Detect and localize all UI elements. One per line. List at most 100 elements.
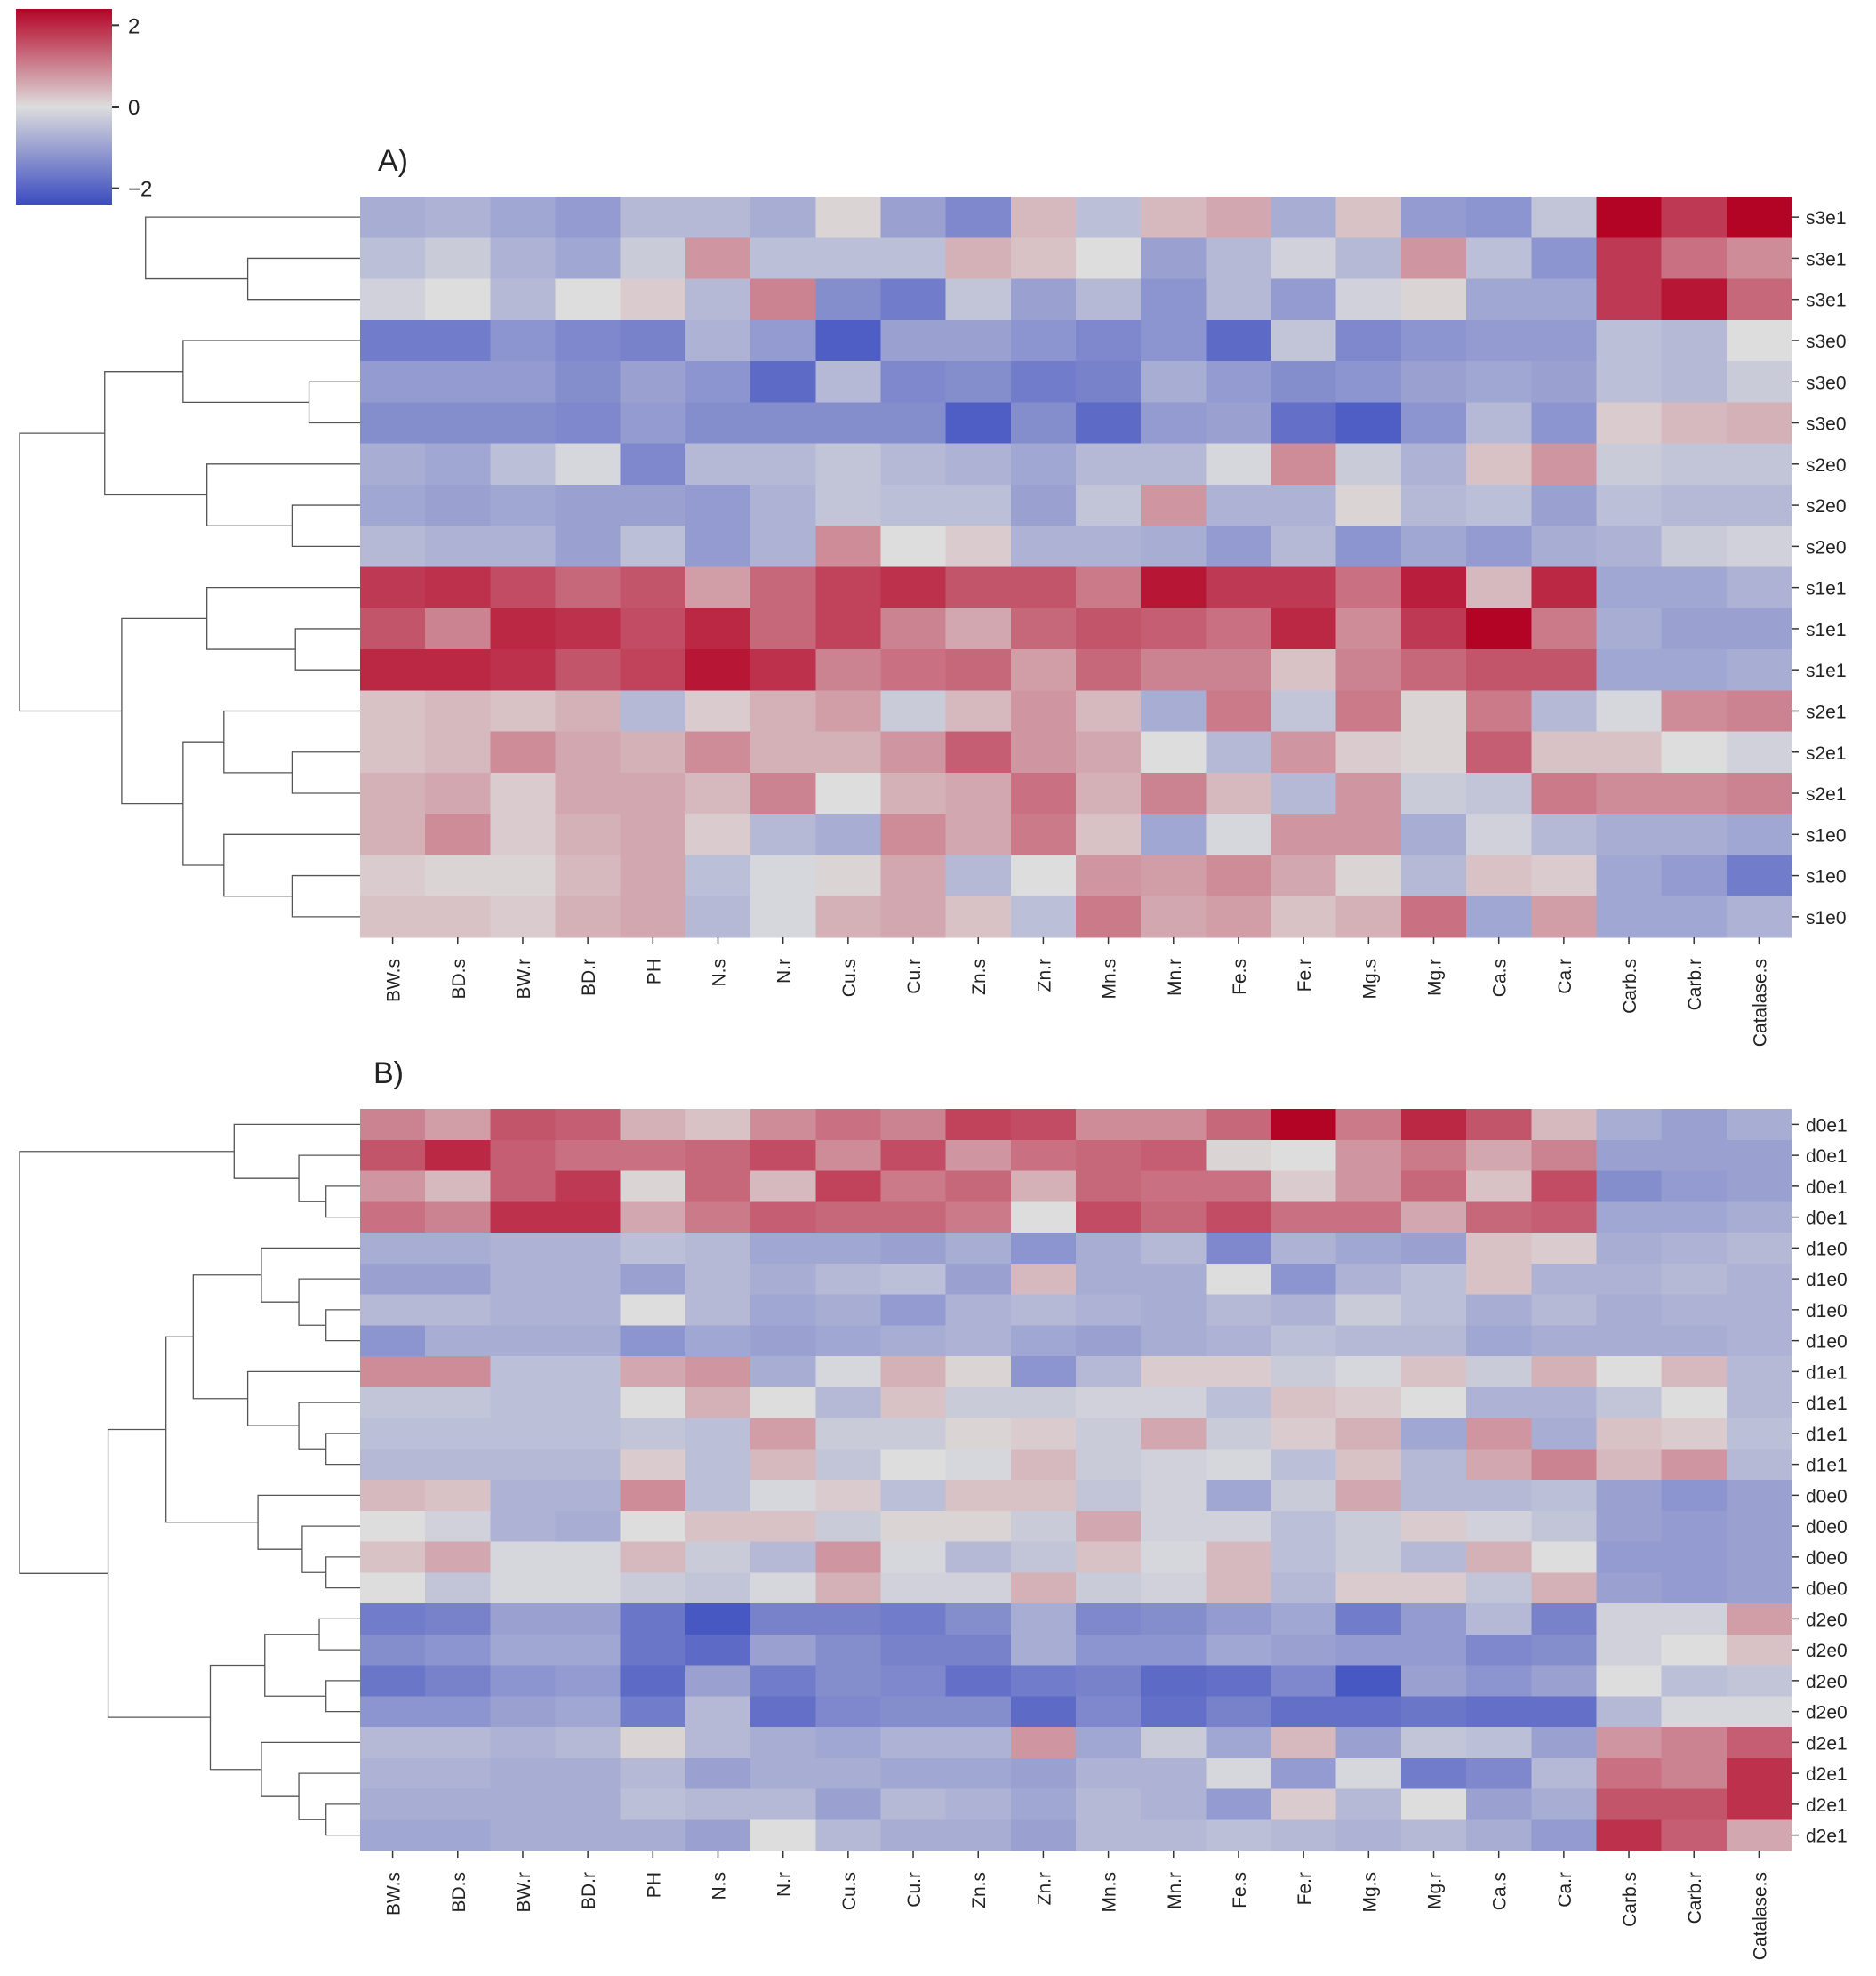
- heatmap-cell: [1596, 1170, 1663, 1202]
- heatmap-cell: [1271, 319, 1337, 362]
- heatmap-cell: [490, 319, 557, 362]
- column-label: Zn.s: [969, 959, 990, 995]
- heatmap-cell: [1400, 319, 1467, 362]
- dendrogram-link: [182, 741, 224, 866]
- heatmap-cell: [1076, 1263, 1142, 1296]
- heatmap-cell: [1531, 1418, 1598, 1450]
- heatmap-cell: [555, 1325, 621, 1357]
- heatmap-cell: [815, 690, 882, 733]
- heatmap-cell: [555, 1139, 621, 1172]
- heatmap-cell: [1726, 1263, 1792, 1296]
- heatmap-cell: [1335, 1449, 1402, 1481]
- heatmap-cell: [490, 361, 557, 403]
- heatmap-cell: [1466, 1819, 1532, 1851]
- heatmap-cell: [880, 1233, 947, 1265]
- heatmap-cell: [360, 1665, 426, 1697]
- heatmap-cell: [1531, 319, 1598, 362]
- heatmap-cell: [1596, 1510, 1663, 1543]
- heatmap-cell: [880, 1325, 947, 1357]
- heatmap-cell: [880, 1572, 947, 1604]
- heatmap-cell: [555, 402, 621, 445]
- heatmap-cell: [360, 484, 426, 526]
- heatmap-cell: [750, 896, 816, 938]
- heatmap-cell: [880, 1788, 947, 1820]
- row-label: d2e1: [1806, 1827, 1848, 1847]
- dendrogram-link: [325, 1185, 360, 1218]
- heatmap-cell: [1400, 1757, 1467, 1790]
- heatmap-cell: [555, 1386, 621, 1419]
- heatmap-cell: [1206, 1109, 1272, 1141]
- heatmap-cell: [945, 772, 1012, 815]
- heatmap-cell: [685, 443, 751, 486]
- heatmap-cell: [1466, 484, 1532, 526]
- heatmap-cell: [1531, 1727, 1598, 1759]
- heatmap-cell: [750, 237, 816, 280]
- heatmap-cell: [1076, 1634, 1142, 1667]
- heatmap-cell: [1010, 896, 1077, 938]
- row-label: s3e0: [1806, 373, 1847, 393]
- column-label: Mg.s: [1359, 1872, 1380, 1913]
- heatmap-cell: [555, 278, 621, 321]
- heatmap-cell: [880, 484, 947, 526]
- heatmap-cell: [1726, 1449, 1792, 1481]
- heatmap-cell: [1400, 1603, 1467, 1635]
- heatmap-cell: [1076, 772, 1142, 815]
- heatmap-cell: [360, 1480, 426, 1512]
- heatmap-cell: [555, 814, 621, 856]
- heatmap-cell: [945, 1727, 1012, 1759]
- heatmap-cell: [1726, 649, 1792, 691]
- heatmap-cell: [1271, 526, 1337, 568]
- heatmap-cell: [1466, 1480, 1532, 1512]
- dendrogram-link: [261, 1247, 360, 1303]
- heatmap-cell: [555, 1263, 621, 1296]
- heatmap-cell: [1271, 1263, 1337, 1296]
- heatmap-cell: [1400, 443, 1467, 486]
- heatmap-cell: [815, 402, 882, 445]
- heatmap-cell: [1141, 1233, 1207, 1265]
- heatmap-cell: [945, 1294, 1012, 1326]
- heatmap-cell: [1271, 896, 1337, 938]
- column-label: Mn.r: [1165, 959, 1185, 996]
- row-label: d2e1: [1806, 1733, 1848, 1754]
- heatmap-cell: [1400, 1294, 1467, 1326]
- heatmap-cell: [1206, 855, 1272, 897]
- heatmap-panel-a: A) s3e1s3e1s3e1s3e0s3e0s3e0s2e0s2e0s2e0s…: [19, 144, 1847, 1047]
- colorbar: 2 0 −2: [16, 9, 152, 205]
- heatmap-cell: [1661, 1418, 1728, 1450]
- heatmap-cell: [1076, 1109, 1142, 1141]
- heatmap-cell: [620, 1541, 686, 1573]
- heatmap-cell: [1661, 607, 1728, 650]
- row-label: s3e1: [1806, 208, 1847, 229]
- heatmap-cell: [1400, 566, 1467, 609]
- heatmap-cell: [1335, 1510, 1402, 1543]
- column-label: Fe.s: [1230, 959, 1250, 995]
- row-label: s2e0: [1806, 496, 1847, 517]
- heatmap-cell: [555, 690, 621, 733]
- panel-a-title: A): [378, 144, 408, 178]
- heatmap-cell: [1531, 649, 1598, 691]
- heatmap-cell: [1531, 402, 1598, 445]
- heatmap-cell: [1726, 526, 1792, 568]
- heatmap-cell: [1531, 1201, 1598, 1233]
- heatmap-cell: [555, 649, 621, 691]
- heatmap-cell: [1141, 566, 1207, 609]
- heatmap-cell: [1271, 1634, 1337, 1667]
- heatmap-cell: [1531, 1510, 1598, 1543]
- heatmap-cell: [1010, 649, 1077, 691]
- heatmap-cell: [1726, 1170, 1792, 1202]
- heatmap-cell: [490, 1263, 557, 1296]
- column-label: Catalase.s: [1750, 1872, 1770, 1960]
- heatmap-cell: [555, 361, 621, 403]
- heatmap-cell: [815, 1665, 882, 1697]
- heatmap-cell: [815, 1263, 882, 1296]
- heatmap-cell: [620, 814, 686, 856]
- heatmap-cell: [1726, 855, 1792, 897]
- dendrogram-link: [261, 1741, 360, 1797]
- heatmap-cell: [1141, 361, 1207, 403]
- heatmap-cell: [1400, 1572, 1467, 1604]
- heatmap-cell: [685, 772, 751, 815]
- heatmap-cell: [880, 1109, 947, 1141]
- heatmap-cell: [360, 1201, 426, 1233]
- heatmap-cell: [1141, 649, 1207, 691]
- heatmap-cell: [425, 1696, 491, 1728]
